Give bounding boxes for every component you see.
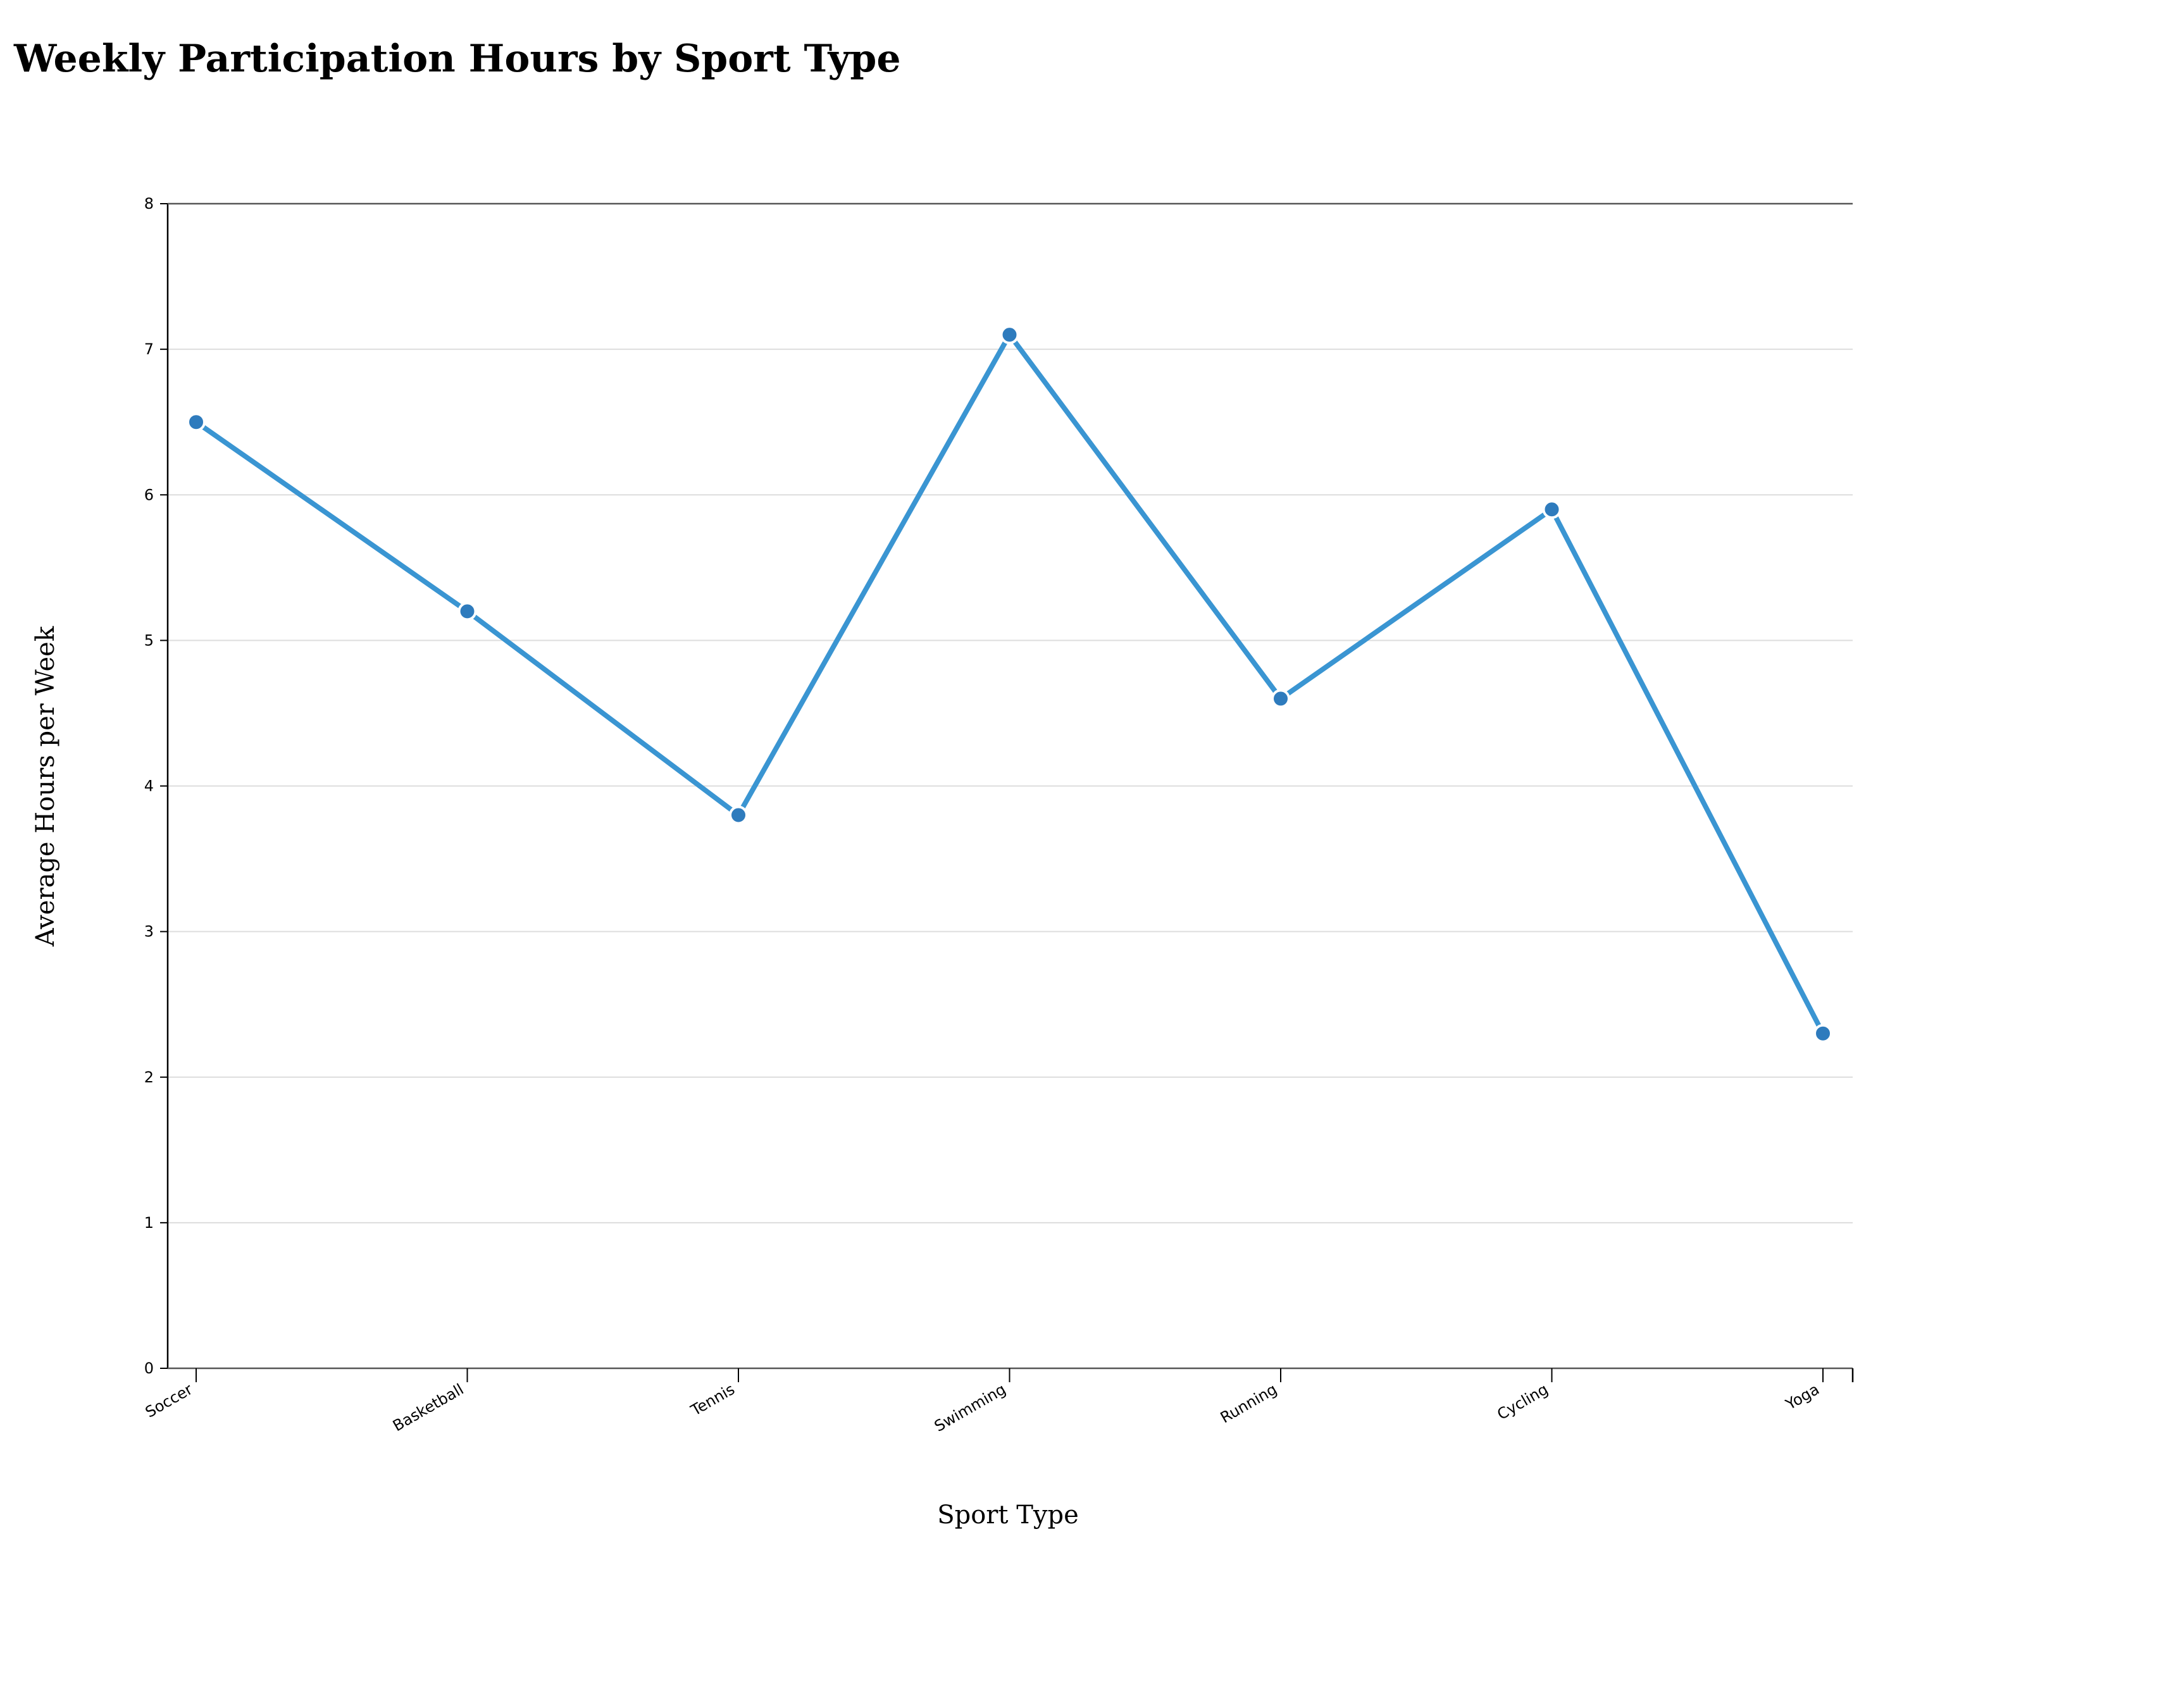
x-tick-label: Basketball [390,1380,467,1435]
grid-lines [168,349,1853,1223]
x-axis-title: Sport Type [937,1501,1079,1530]
data-point [1000,325,1019,345]
y-tick-label: 4 [144,777,154,795]
y-tick-label: 1 [144,1214,154,1232]
y-tick-label: 8 [144,195,154,213]
y-axis-title: Average Hours per Week [31,626,60,947]
data-point [187,412,206,432]
chart-title: Weekly Participation Hours by Sport Type [14,37,901,81]
y-tick-label: 2 [144,1068,154,1086]
data-points [187,325,1832,1043]
series-line [194,332,1825,1035]
axes [160,202,1854,1382]
data-point [1813,1024,1832,1043]
y-tick-label: 0 [144,1359,154,1377]
y-tick-label: 6 [144,486,154,504]
y-tick-label: 7 [144,340,154,358]
x-tick-label: Cycling [1494,1380,1551,1423]
x-tick-label: Soccer [142,1380,196,1421]
data-point [457,602,477,621]
data-point [1271,689,1290,709]
data-point [729,805,748,825]
x-tick-label: Swimming [931,1380,1009,1435]
y-tick-label: 5 [144,631,154,649]
y-tick-label: 3 [144,923,154,941]
x-tick-label: Tennis [687,1380,738,1420]
data-point [1542,500,1562,519]
series-path [194,332,1825,1035]
x-tick-label: Yoga [1782,1380,1822,1414]
x-tick-label: Running [1217,1380,1280,1426]
